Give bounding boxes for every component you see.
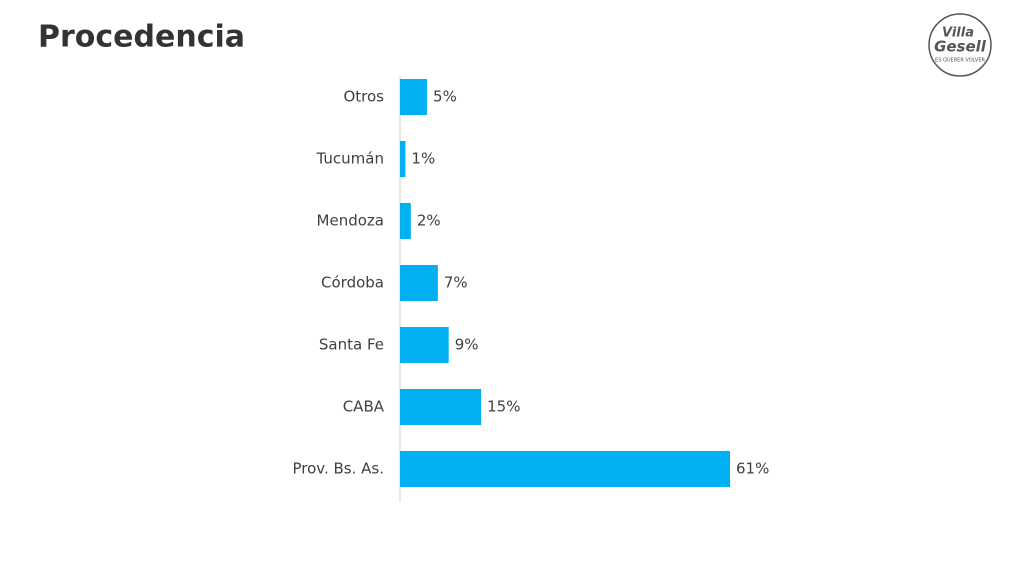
logo-text: Gesell (934, 38, 987, 56)
logo-text: Villa (942, 26, 974, 41)
value-label: 7% (444, 274, 468, 292)
category-label: Prov. Bs. As. (292, 460, 384, 478)
chart-title: Procedencia (38, 20, 245, 55)
logo-tagline: ES QUERER VOLVER (935, 58, 985, 64)
bar (400, 265, 438, 301)
logo-circle (928, 13, 992, 77)
bar (400, 451, 730, 487)
bar (400, 141, 406, 177)
value-label: 61% (736, 460, 769, 478)
value-label: 15% (487, 398, 520, 416)
category-label: Otros (343, 88, 384, 106)
category-label: CABA (343, 398, 385, 416)
bar (400, 203, 411, 239)
category-label: Tucumán (316, 150, 384, 168)
value-label: 1% (411, 150, 435, 168)
logo: Villa Gesell ES QUERER VOLVER (928, 13, 992, 77)
value-label: 9% (455, 336, 479, 354)
bar (400, 389, 482, 425)
bar (400, 79, 428, 115)
category-label: Mendoza (317, 212, 384, 230)
category-label: Córdoba (321, 274, 384, 292)
bar (400, 327, 449, 363)
value-label: 5% (433, 88, 457, 106)
category-label: Santa Fe (319, 336, 384, 354)
value-label: 2% (417, 212, 441, 230)
